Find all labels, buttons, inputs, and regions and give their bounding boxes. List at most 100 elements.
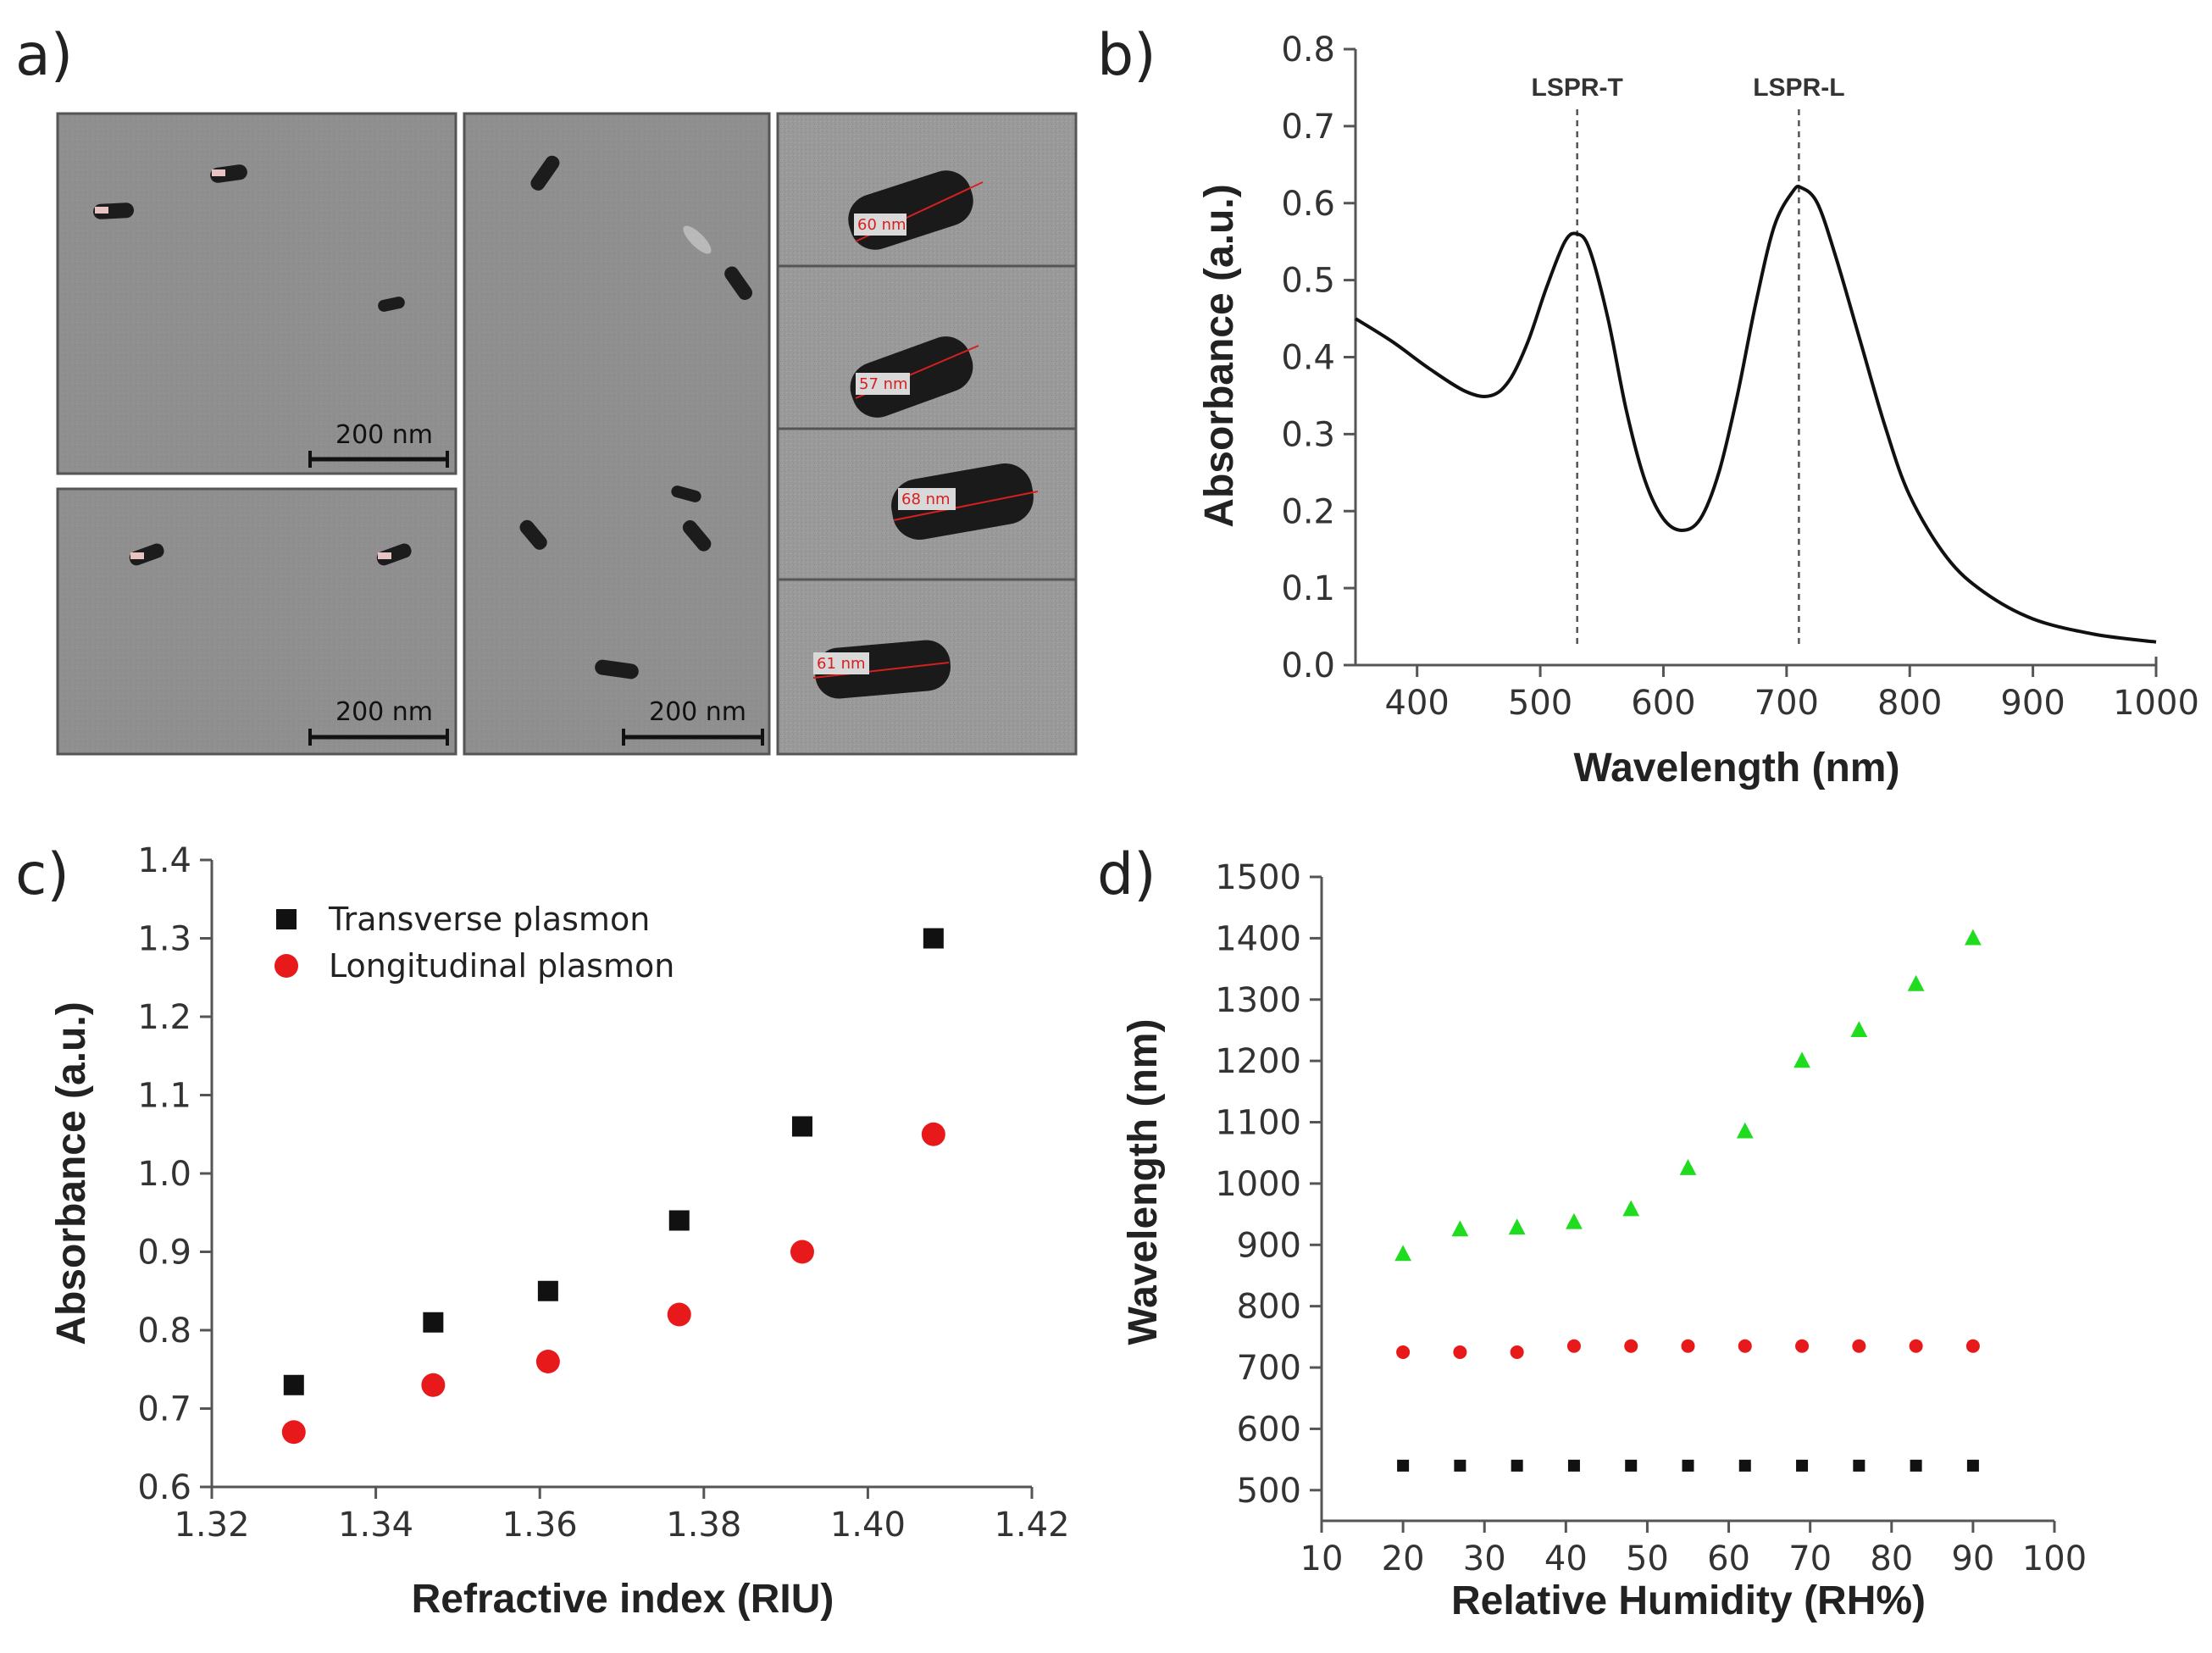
- annotation-label: LSPR-T: [1532, 74, 1623, 102]
- y-tick-label: 1400: [1215, 919, 1301, 958]
- y-tick-label: 1200: [1215, 1042, 1301, 1081]
- x-tick-label: 500: [1508, 684, 1572, 723]
- x-tick-label: 50: [1626, 1539, 1669, 1578]
- y-tick-label: 1.4: [137, 841, 191, 880]
- y-tick-label: 0.5: [1281, 262, 1335, 301]
- data-point-triangle: [1451, 1220, 1469, 1237]
- y-axis-title: Absorbance (a.u.): [1197, 184, 1242, 527]
- data-point-triangle: [1964, 929, 1982, 946]
- y-tick-label: 600: [1237, 1410, 1301, 1449]
- nanorod-label-marker: [378, 552, 391, 559]
- measure-label-box: [856, 373, 910, 395]
- data-point-triangle: [1622, 1200, 1640, 1217]
- y-tick-label: 700: [1237, 1349, 1301, 1388]
- data-point-circle: [1453, 1345, 1467, 1359]
- x-tick-label: 400: [1385, 684, 1450, 723]
- data-point-triangle: [1508, 1218, 1526, 1235]
- tem-image-top-left: [56, 112, 457, 475]
- panel-c-label: c): [15, 841, 69, 908]
- data-point-circle: [1852, 1339, 1866, 1353]
- measure-label-box: [813, 652, 869, 674]
- data-point-square: [1567, 1459, 1580, 1472]
- x-axis-title: Relative Humidity (RH%): [1451, 1578, 1926, 1623]
- x-tick-label: 1.38: [666, 1506, 741, 1545]
- y-tick-label: 1.0: [137, 1155, 191, 1194]
- nanorod-label-marker: [95, 207, 108, 214]
- x-tick-label: 700: [1755, 684, 1819, 723]
- x-axis-title: Wavelength (nm): [1574, 746, 1900, 790]
- data-point-circle: [1738, 1339, 1752, 1353]
- zoom-rod-3-group: 68 nm: [891, 463, 1039, 540]
- x-tick-label: 20: [1382, 1539, 1425, 1578]
- zoom-rod: [891, 463, 1034, 540]
- data-point-triangle: [1679, 1159, 1697, 1175]
- x-axis-title: Refractive index (RIU): [412, 1577, 834, 1622]
- zoom-rod: [850, 336, 973, 418]
- data-point-triangle: [1850, 1021, 1868, 1038]
- data-point-triangle: [1736, 1122, 1754, 1139]
- wavelength-vs-humidity-chart: 10 20 30 40 50 60 70 80 90 100 500 600 700 800 900 1000…: [1121, 858, 2087, 1623]
- x-tick-label: 1000: [2113, 684, 2199, 723]
- annotation-label: LSPR-L: [1753, 74, 1844, 102]
- nanorod: [519, 519, 547, 550]
- y-tick-label: 1300: [1215, 981, 1301, 1020]
- legend-label: Transverse plasmon: [328, 901, 650, 938]
- y-tick-label: 0.1: [1281, 569, 1335, 608]
- y-tick-label: 1.1: [137, 1077, 191, 1116]
- x-tick-label: 80: [1870, 1539, 1913, 1578]
- data-point-circle: [1566, 1339, 1581, 1353]
- x-tick-label: 1.42: [994, 1506, 1069, 1545]
- data-point-square: [1966, 1459, 1979, 1472]
- nanorod: [530, 155, 560, 191]
- y-tick-label: 0.6: [137, 1468, 191, 1507]
- legend-entry: Longitudinal plasmon: [274, 947, 674, 985]
- absorbance-vs-refractive-index-chart: 1.32 1.34 1.36 1.38 1.40 1.42 0.6 0.7 0.8 0.9 1.0 1…: [49, 841, 1070, 1622]
- nanorod-label-marker: [130, 552, 144, 559]
- spectrum-line: [1354, 185, 2157, 644]
- data-point-circle: [1396, 1345, 1411, 1359]
- data-point-circle: [921, 1122, 945, 1146]
- data-point-circle: [535, 1350, 560, 1373]
- scale-bar-label: 200 nm: [335, 420, 433, 450]
- x-tick-label: 70: [1788, 1539, 1832, 1578]
- x-tick-label: 90: [1951, 1539, 1994, 1578]
- y-tick-label: 0.9: [137, 1234, 191, 1273]
- x-tick-label: 10: [1300, 1539, 1344, 1578]
- tem-image-bottom-left: [56, 487, 457, 756]
- nanorod: [595, 659, 639, 680]
- tem-micrographs: 60 nm 57 nm 68 nm 61 nm 200 nm: [56, 112, 1078, 756]
- scale-bar-label: 200 nm: [335, 697, 433, 727]
- zoom-rod-4-group: 61 nm: [812, 640, 951, 699]
- data-point-triangle: [1793, 1051, 1810, 1068]
- data-point-triangle: [1907, 974, 1925, 991]
- nanorod: [378, 297, 405, 312]
- zoom-rod-1-group: 60 nm: [848, 170, 984, 250]
- nanorod: [724, 266, 753, 301]
- y-axis-title: Absorbance (a.u.): [49, 1001, 94, 1345]
- y-tick-label: 500: [1237, 1472, 1301, 1511]
- data-point-square: [1511, 1459, 1523, 1472]
- x-tick-label: 60: [1707, 1539, 1750, 1578]
- data-point-square: [1796, 1459, 1809, 1472]
- data-point-circle: [790, 1240, 814, 1264]
- scale-bar-label: 200 nm: [649, 697, 746, 727]
- data-point-triangle: [1566, 1212, 1583, 1229]
- data-point-square: [423, 1312, 444, 1333]
- nanorod: [129, 543, 164, 566]
- data-point-square: [1454, 1459, 1466, 1472]
- nanorod: [210, 164, 247, 183]
- nanorod: [671, 485, 701, 502]
- data-point-square: [1910, 1459, 1922, 1472]
- nanorod: [682, 520, 712, 552]
- legend-marker-square: [276, 909, 297, 929]
- data-point-circle: [421, 1373, 446, 1397]
- y-tick-label: 1.2: [137, 998, 191, 1037]
- x-tick-label: 30: [1463, 1539, 1506, 1578]
- y-tick-label: 1.3: [137, 920, 191, 959]
- data-point-triangle: [1394, 1245, 1412, 1262]
- x-tick-label: 1.40: [830, 1506, 906, 1545]
- data-point-square: [1397, 1459, 1410, 1472]
- data-point-square: [1853, 1459, 1866, 1472]
- data-point-circle: [1624, 1339, 1638, 1353]
- data-point-square: [668, 1210, 690, 1231]
